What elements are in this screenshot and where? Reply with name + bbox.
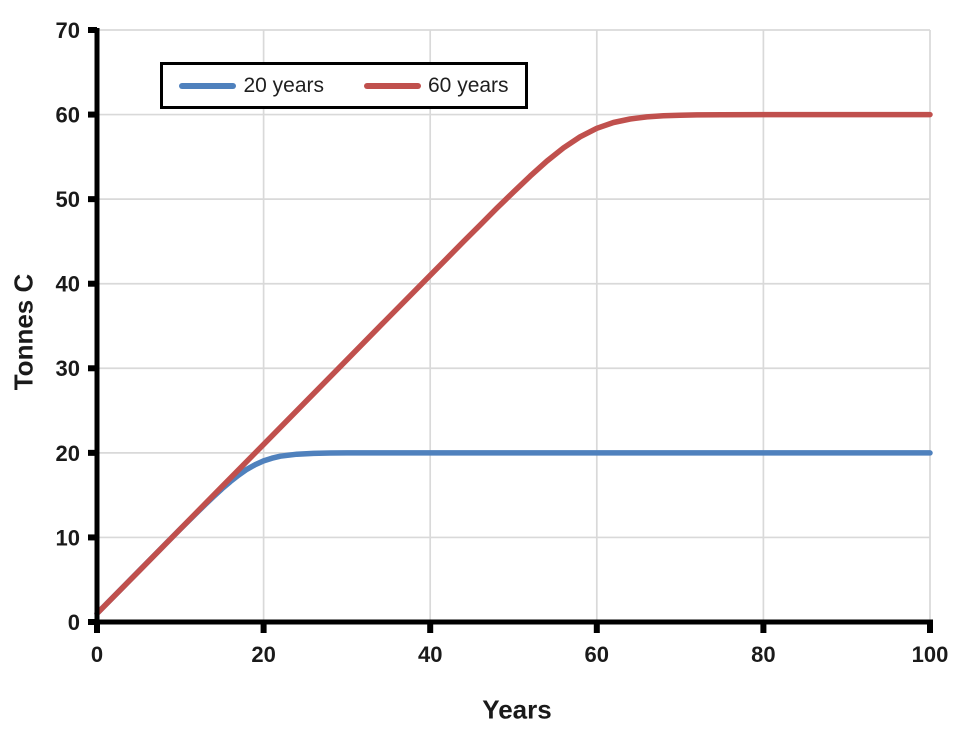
y-tick-label: 50: [56, 187, 80, 212]
x-tick-label: 20: [251, 642, 275, 667]
y-tick-label: 10: [56, 525, 80, 550]
x-tick-label: 80: [751, 642, 775, 667]
y-tick-label: 30: [56, 356, 80, 381]
legend: 20 years 60 years: [160, 62, 528, 109]
y-axis-title: Tonnes C: [8, 273, 39, 391]
y-tick: [88, 619, 97, 625]
x-tick: [760, 622, 767, 633]
legend-label-20-years: 20 years: [243, 74, 324, 97]
x-tick: [593, 622, 600, 633]
y-tick-label: 70: [56, 18, 80, 43]
legend-item-60-years: 60 years: [364, 75, 509, 96]
x-tick: [927, 622, 933, 633]
y-tick: [88, 196, 97, 203]
y-tick-label: 60: [56, 102, 80, 127]
x-tick-label: 40: [418, 642, 442, 667]
series-line-60-years: [94, 111, 933, 617]
legend-swatch-red-line: [364, 82, 421, 89]
y-tick: [88, 280, 97, 287]
y-tick-label: 40: [56, 272, 80, 297]
y-tick: [88, 111, 97, 118]
x-tick-label: 60: [585, 642, 609, 667]
y-tick-label: 0: [68, 610, 80, 635]
x-tick-label: 0: [91, 642, 103, 667]
legend-item-20-years: 20 years: [179, 75, 324, 96]
legend-swatch-blue-line: [179, 82, 237, 89]
y-tick: [88, 534, 97, 541]
legend-label-60-years: 60 years: [428, 74, 509, 97]
x-tick-label: 100: [912, 642, 949, 667]
y-tick: [88, 449, 97, 456]
y-tick: [88, 27, 97, 33]
x-tick: [94, 622, 100, 633]
series-line-20-years: [94, 450, 933, 617]
x-tick: [427, 622, 434, 633]
y-tick-label: 20: [56, 441, 80, 466]
x-tick: [260, 622, 267, 633]
x-axis-title: Years: [482, 694, 552, 725]
y-tick: [88, 365, 97, 372]
